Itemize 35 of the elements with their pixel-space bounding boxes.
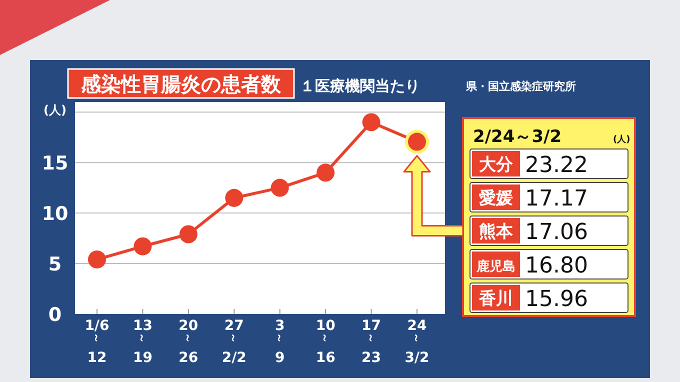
chart-title: 感染性胃腸炎の患者数: [80, 72, 282, 96]
text: (人): [613, 134, 630, 145]
text: 2/24～3/2: [473, 127, 562, 147]
text: 県・国立感染症研究所: [465, 80, 576, 93]
data-label: 15.96: [525, 287, 588, 312]
y-tick-label: 0: [48, 304, 62, 326]
point: [179, 225, 198, 244]
data-label: 23.22: [525, 153, 588, 178]
x-tick-label: 1/6 ～ 12: [84, 318, 110, 366]
x-tick-label: 3 ～ 9: [272, 318, 286, 366]
data-label: 16.80: [525, 254, 588, 278]
data-label: 17.06: [525, 220, 588, 245]
point: [316, 164, 335, 182]
category-label: 香川: [478, 289, 513, 309]
category-label: 愛媛: [479, 188, 513, 208]
y-tick-label: 10: [42, 203, 68, 226]
chart-subtitle: １医療機関当たり: [300, 77, 420, 95]
point: [134, 237, 152, 256]
data-label: 17.17: [525, 186, 588, 212]
category-label: 熊本: [479, 222, 514, 242]
point: [88, 250, 106, 268]
y-axis-title: (人): [44, 103, 66, 117]
x-tick-label: 17 ～ 23: [362, 318, 382, 366]
category-label: 大分: [479, 155, 514, 175]
x-tick-label: 10 ～ 16: [316, 318, 336, 366]
x-tick-label: 27 ～ 2/2: [222, 318, 246, 366]
y-tick-label: 15: [42, 152, 68, 175]
x-tick-label: 13 ～ 19: [132, 318, 152, 366]
x-tick-label: 24 ～ 3/2: [404, 318, 430, 366]
category-label: 鹿児島: [476, 258, 516, 274]
point: [270, 178, 289, 197]
point: [362, 113, 380, 132]
x-tick-label: 20 ～ 26: [178, 318, 198, 366]
y-tick-label: 5: [48, 254, 62, 276]
point: [225, 188, 244, 207]
